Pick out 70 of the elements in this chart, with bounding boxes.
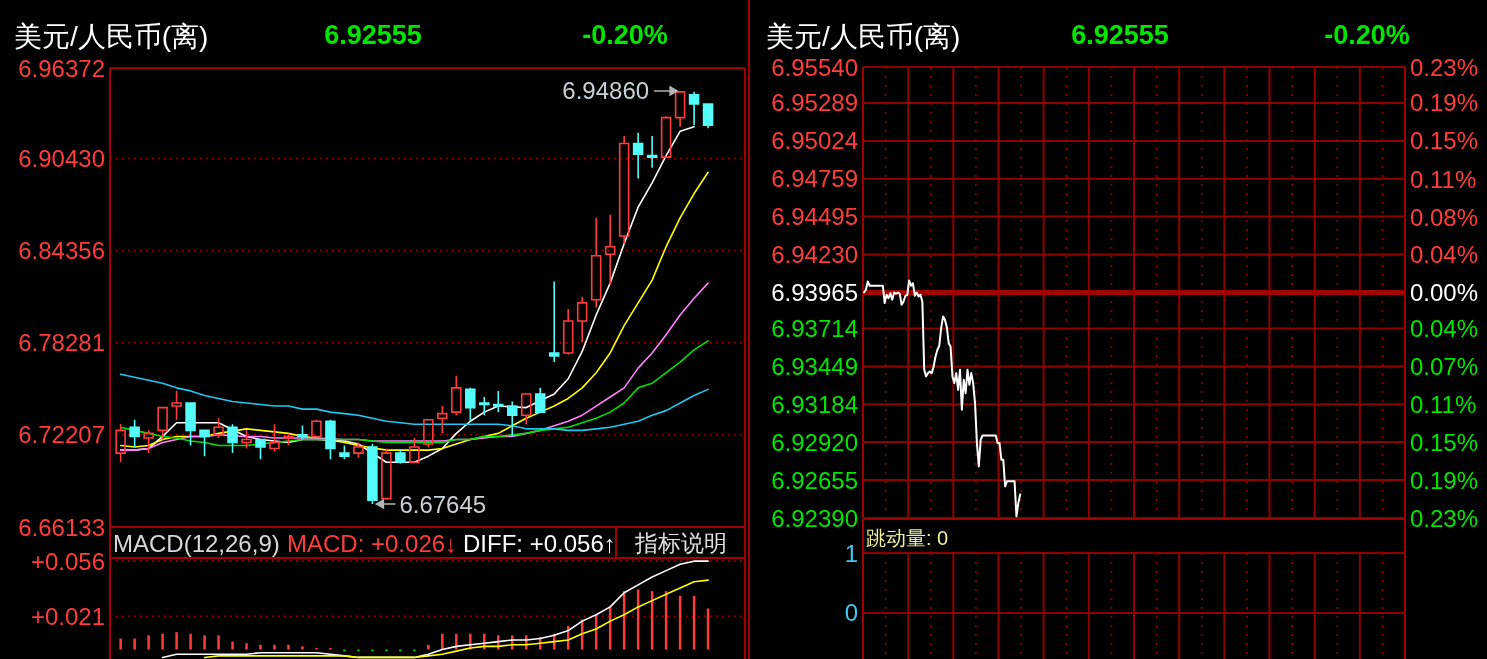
y-tick-label: 6.72207 [18,421,105,449]
y2-tick-label: 0.00% [1410,279,1479,306]
y-tick-label: 6.66133 [18,513,105,541]
y-tick-label: 6.93714 [771,314,858,342]
text: -0.20% [1324,20,1410,50]
y2-tick-label: 0.15% [1410,127,1479,155]
y-tick-label: 6.93449 [771,352,858,380]
bar [301,646,304,650]
y-tick-label: 6.93965 [771,279,858,306]
bar [427,644,430,650]
y-tick-label: +0.021 [30,602,105,630]
line-series [863,279,1022,518]
bar [203,635,206,650]
line-series [119,340,709,447]
y-tick-label: +0.056 [30,547,105,575]
title: MACD(12,26,9) [113,530,280,557]
y2-tick-label: 0.23% [1410,53,1479,81]
bar [245,643,248,650]
y-tick-label: 6.96372 [18,54,105,82]
bar [147,635,150,650]
y-tick-label: 6.92655 [771,466,858,494]
y-tick-label: 6.95540 [771,53,858,81]
y-tick-label: 6.95024 [771,127,858,155]
bar [189,633,192,650]
title: 美元/人民币(离) [14,21,209,52]
y-tick-label: 6.94495 [771,203,858,231]
y-tick-label: 6.95289 [771,89,858,117]
y2-tick-label: 0.11% [1410,391,1477,419]
bar [175,632,178,650]
title: 跳动量: 0 [866,527,949,549]
y-tick-label: 6.92920 [771,428,858,456]
y-tick-label: 1 [844,539,858,567]
bar [161,633,164,650]
y-tick-label: 6.78281 [18,329,105,357]
bar [259,644,262,650]
y-tick-label: 6.92390 [771,504,858,532]
bar [273,644,276,650]
bar [287,644,290,650]
y2-tick-label: 0.04% [1410,241,1479,269]
y-tick-label: 6.84356 [18,236,105,264]
text: -0.20% [582,20,668,50]
bar [455,633,458,650]
y2-tick-label: 0.15% [1410,429,1479,456]
y2-tick-label: 0.23% [1410,504,1479,532]
title: 美元/人民币(离) [766,21,961,52]
text: MACD: +0.026↓ [287,530,458,557]
y2-tick-label: 0.04% [1410,314,1479,342]
y-tick-label: 0 [844,599,858,627]
bar [119,638,122,650]
y2-tick-label: 0.19% [1410,89,1479,117]
y-tick-label: 6.94759 [771,165,858,193]
bar [231,641,234,650]
text: 指标说明 [633,530,727,556]
text: DIFF: +0.056↑ [463,530,616,557]
y-tick-label: 6.94230 [771,241,858,269]
y-tick-label: 6.90430 [18,144,105,172]
annotation: 6.94860 [562,77,650,105]
bar [133,638,136,650]
annotation: 6.67645 [399,490,487,518]
bar [441,633,444,650]
y2-tick-label: 0.19% [1410,466,1479,494]
text: 6.92555 [324,20,422,50]
bar [217,635,220,650]
text: 6.92555 [1071,20,1169,50]
line-series [119,373,709,432]
y-tick-label: 6.93184 [771,390,858,418]
y2-tick-label: 0.11% [1410,165,1477,193]
y2-tick-label: 0.07% [1410,352,1479,380]
y2-tick-label: 0.08% [1410,203,1479,231]
line-series [203,579,709,659]
